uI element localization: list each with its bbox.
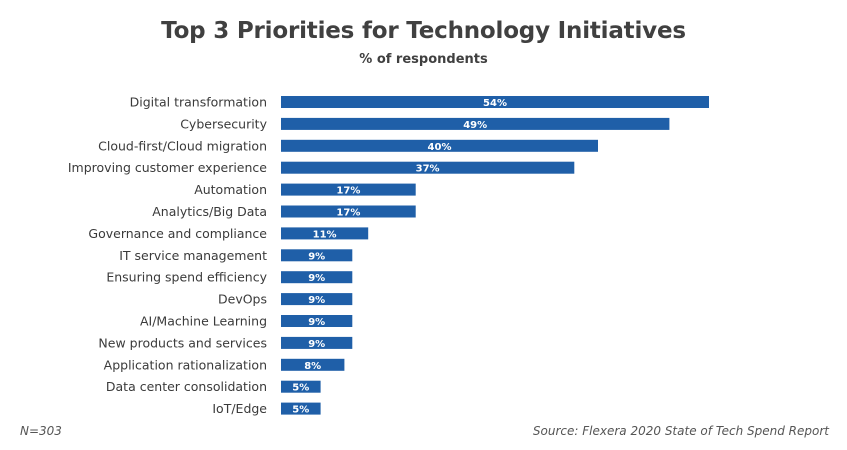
category-label-digital-transformation: Digital transformation [130, 95, 267, 110]
bar-iot-edge [281, 402, 321, 415]
bar-governance-and-compliance [281, 227, 369, 240]
category-label-ensuring-spend-efficiency: Ensuring spend efficiency [106, 270, 267, 285]
chart-title: Top 3 Priorities for Technology Initiati… [161, 18, 686, 44]
bar-cloud-first-cloud-migration [281, 139, 598, 152]
value-label-digital-transformation: 54% [483, 98, 507, 109]
bar-ai-machine-learning [281, 315, 353, 327]
bar-application-rationalization [281, 358, 345, 371]
bar-devops [281, 293, 353, 306]
value-label-new-products-and-services: 9% [308, 339, 325, 350]
bar-new-products-and-services [281, 336, 353, 349]
value-label-iot-edge: 5% [292, 405, 309, 416]
category-label-devops: DevOps [218, 292, 267, 307]
category-label-iot-edge: IoT/Edge [212, 401, 267, 416]
category-label-application-rationalization: Application rationalization [104, 357, 267, 372]
category-label-analytics-big-data: Analytics/Big Data [152, 204, 267, 219]
category-label-automation: Automation [194, 182, 267, 197]
category-label-governance-and-compliance: Governance and compliance [88, 226, 267, 241]
bar-automation [281, 183, 416, 196]
bar-improving-customer-experience [281, 161, 575, 174]
sample-size-note: N=303 [20, 424, 62, 438]
value-label-cloud-first-cloud-migration: 40% [428, 142, 452, 153]
chart-subtitle: % of respondents [359, 52, 488, 67]
value-label-devops: 9% [308, 295, 325, 306]
value-label-improving-customer-experience: 37% [416, 164, 440, 175]
category-label-ai-machine-learning: AI/Machine Learning [140, 314, 267, 329]
value-label-data-center-consolidation: 5% [292, 383, 309, 394]
value-label-it-service-management: 9% [308, 251, 325, 262]
value-label-analytics-big-data: 17% [336, 208, 360, 219]
source-note: Source: Flexera 2020 State of Tech Spend… [532, 424, 829, 438]
bar-it-service-management [281, 249, 353, 262]
bar-cybersecurity [281, 117, 670, 130]
value-label-ai-machine-learning: 9% [308, 317, 325, 328]
category-label-it-service-management: IT service management [119, 248, 267, 263]
category-label-cloud-first-cloud-migration: Cloud-first/Cloud migration [98, 138, 267, 153]
value-label-application-rationalization: 8% [304, 361, 321, 372]
category-label-cybersecurity: Cybersecurity [180, 116, 267, 131]
bar-digital-transformation [281, 96, 709, 108]
value-label-automation: 17% [336, 186, 360, 197]
value-label-governance-and-compliance: 11% [313, 229, 337, 240]
bar-analytics-big-data [281, 205, 416, 218]
category-label-improving-customer-experience: Improving customer experience [68, 160, 267, 175]
category-label-new-products-and-services: New products and services [98, 335, 267, 350]
bar-data-center-consolidation [281, 380, 321, 393]
bar-ensuring-spend-efficiency [281, 271, 353, 284]
category-label-data-center-consolidation: Data center consolidation [106, 379, 267, 394]
value-label-ensuring-spend-efficiency: 9% [308, 273, 325, 284]
value-label-cybersecurity: 49% [463, 120, 487, 131]
